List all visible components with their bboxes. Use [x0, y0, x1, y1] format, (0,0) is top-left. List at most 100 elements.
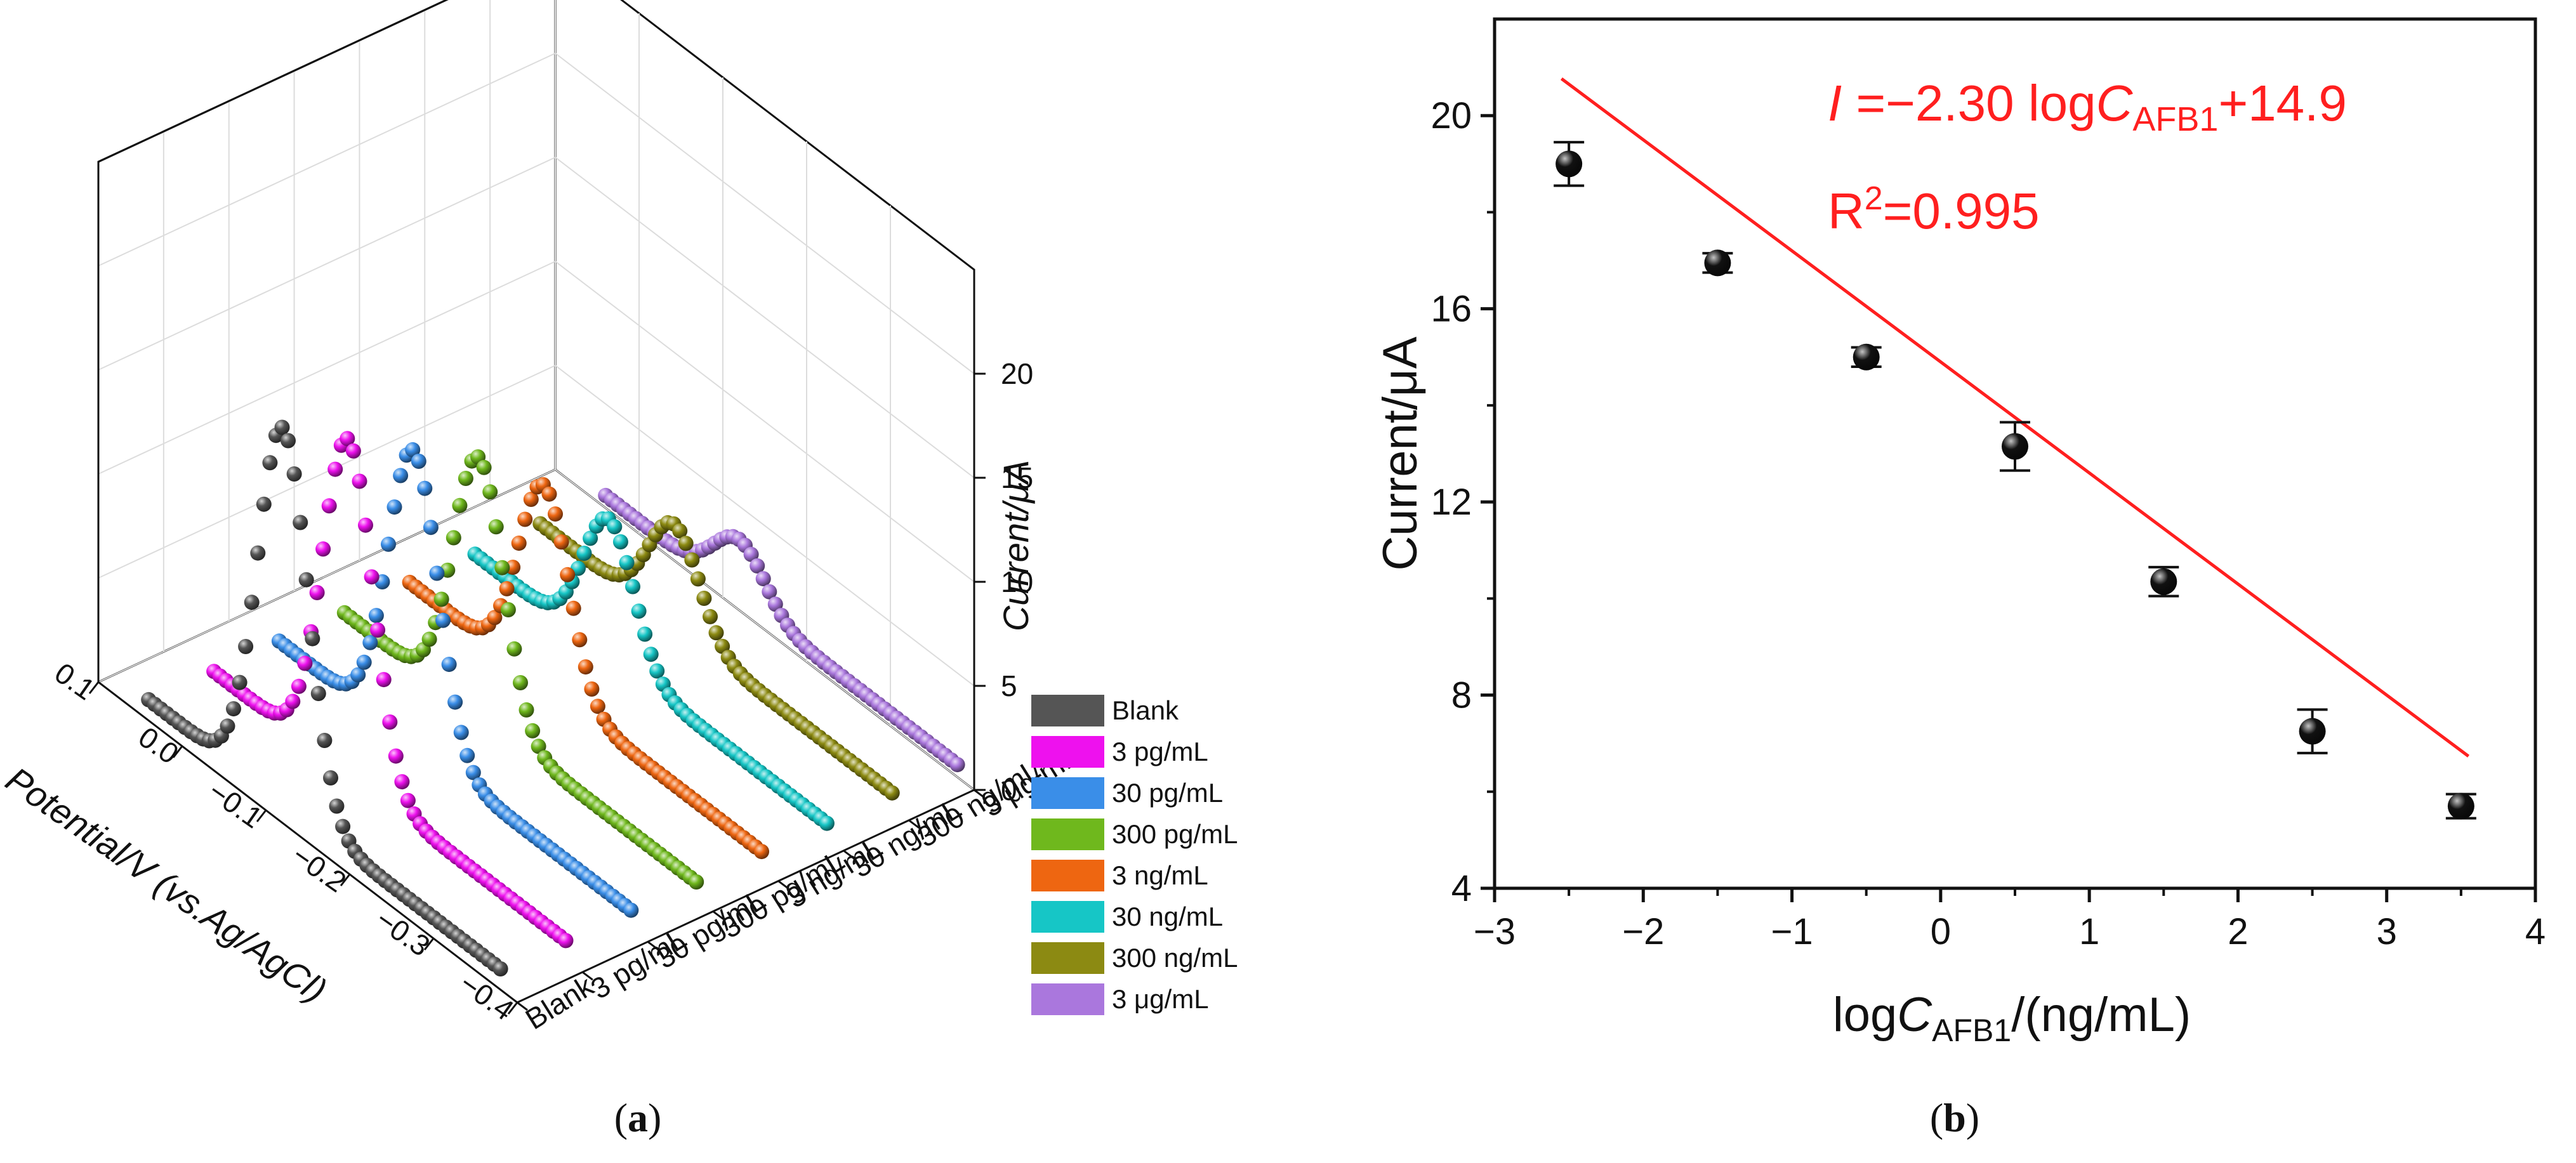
curve-point — [309, 585, 325, 600]
curve-point — [494, 560, 510, 575]
curve-point — [708, 625, 724, 641]
curve-point — [441, 657, 457, 673]
curve-point — [576, 546, 592, 561]
curve-point — [274, 419, 290, 435]
curve-point — [310, 686, 326, 701]
curve-point — [393, 468, 409, 483]
curve-point — [762, 584, 777, 600]
curve-point — [285, 693, 301, 709]
curve-point — [411, 454, 426, 469]
curve-point — [400, 792, 416, 808]
curve-point — [453, 725, 469, 740]
x-axis-label: Potential/V (vs.Ag/AgCl) — [0, 759, 334, 1010]
curve-point — [637, 626, 653, 642]
series-blank — [141, 419, 508, 976]
y-tick-label: 4 — [1451, 868, 1472, 909]
curve-point — [519, 702, 534, 718]
curve-point — [321, 498, 337, 514]
curve-point — [565, 600, 581, 616]
curve-point — [317, 733, 333, 748]
curve-point — [350, 667, 366, 683]
curve-point — [578, 659, 593, 675]
curve-point — [750, 558, 765, 574]
legend-swatch — [1031, 736, 1104, 768]
curve-point — [607, 519, 623, 535]
curve-point — [476, 459, 492, 475]
curve-point — [327, 461, 343, 477]
curve-point — [329, 798, 345, 814]
curve-point — [352, 473, 367, 489]
curve-point — [584, 681, 600, 697]
curve-point — [505, 560, 521, 575]
curve-point — [531, 739, 546, 754]
curve-point — [362, 634, 378, 650]
curve-point — [291, 678, 307, 694]
curve-point — [678, 536, 694, 551]
data-point — [2299, 718, 2326, 745]
curve-point — [459, 747, 475, 763]
error-bars — [1554, 141, 2476, 820]
curve-point — [417, 480, 433, 496]
y-tick-label: 16 — [1430, 289, 1472, 330]
curve-point — [558, 933, 574, 949]
x-tick-labels: −3 −2 −1 0 1 2 3 4 — [1474, 911, 2546, 952]
curve-point — [523, 492, 539, 507]
axis-ticks — [1481, 114, 2537, 902]
z-tick-label: 5 — [1001, 669, 1017, 702]
curve-point — [754, 844, 769, 860]
curve-point — [482, 484, 498, 500]
curve-point — [220, 718, 235, 734]
curve-point — [541, 486, 557, 502]
z-axis-label: Current/μA — [996, 460, 1036, 631]
curve-point — [672, 523, 688, 539]
legend-label: 30 pg/mL — [1112, 778, 1223, 808]
curve-point — [619, 555, 635, 570]
legend-label: 3 μg/mL — [1112, 984, 1209, 1014]
curve-point — [226, 701, 241, 717]
data-point — [1704, 249, 1731, 277]
legend-swatch — [1031, 818, 1104, 850]
curve-point — [458, 471, 473, 486]
legend-swatch — [1031, 777, 1104, 809]
legend-label: Blank — [1112, 695, 1179, 725]
curve-point — [381, 536, 396, 552]
curve-point — [884, 785, 900, 801]
curve-point — [500, 602, 516, 617]
x-tick-label: 3 — [2377, 911, 2397, 952]
legend-label: 3 ng/mL — [1112, 860, 1208, 890]
curve-point — [560, 567, 576, 582]
curve-point — [364, 569, 380, 585]
x-tick-label: 4 — [2525, 911, 2546, 952]
curve-point — [446, 530, 461, 546]
curve-point — [232, 674, 248, 690]
curve-point — [553, 534, 569, 550]
curve-point — [767, 596, 783, 612]
curve-point — [684, 552, 700, 568]
curve-point — [572, 632, 588, 648]
x-tick-label: −3 — [1474, 911, 1516, 952]
x-tick-label: 0 — [1931, 911, 1951, 952]
legend-swatch — [1031, 901, 1104, 933]
curve-point — [492, 961, 508, 976]
panel-a-caption: (a) — [614, 1095, 662, 1140]
curve-point — [429, 565, 445, 581]
legend-swatch — [1031, 860, 1104, 891]
curve-point — [244, 595, 260, 610]
curve-point — [358, 517, 373, 533]
series-30-pg-ml — [271, 442, 639, 918]
curve-point — [433, 591, 449, 607]
legend-swatch — [1031, 983, 1104, 1015]
curve-point — [293, 515, 308, 530]
series-curves — [141, 419, 965, 976]
data-point — [1556, 150, 1583, 178]
z-tick-label: 15 — [1001, 461, 1033, 494]
x-tick-label: 2 — [2228, 911, 2248, 952]
curve-point — [435, 612, 451, 628]
curve-point — [949, 757, 965, 773]
curve-point — [323, 770, 338, 785]
curve-point — [612, 534, 628, 549]
curve-point — [335, 818, 351, 834]
front-edges — [97, 0, 975, 1004]
